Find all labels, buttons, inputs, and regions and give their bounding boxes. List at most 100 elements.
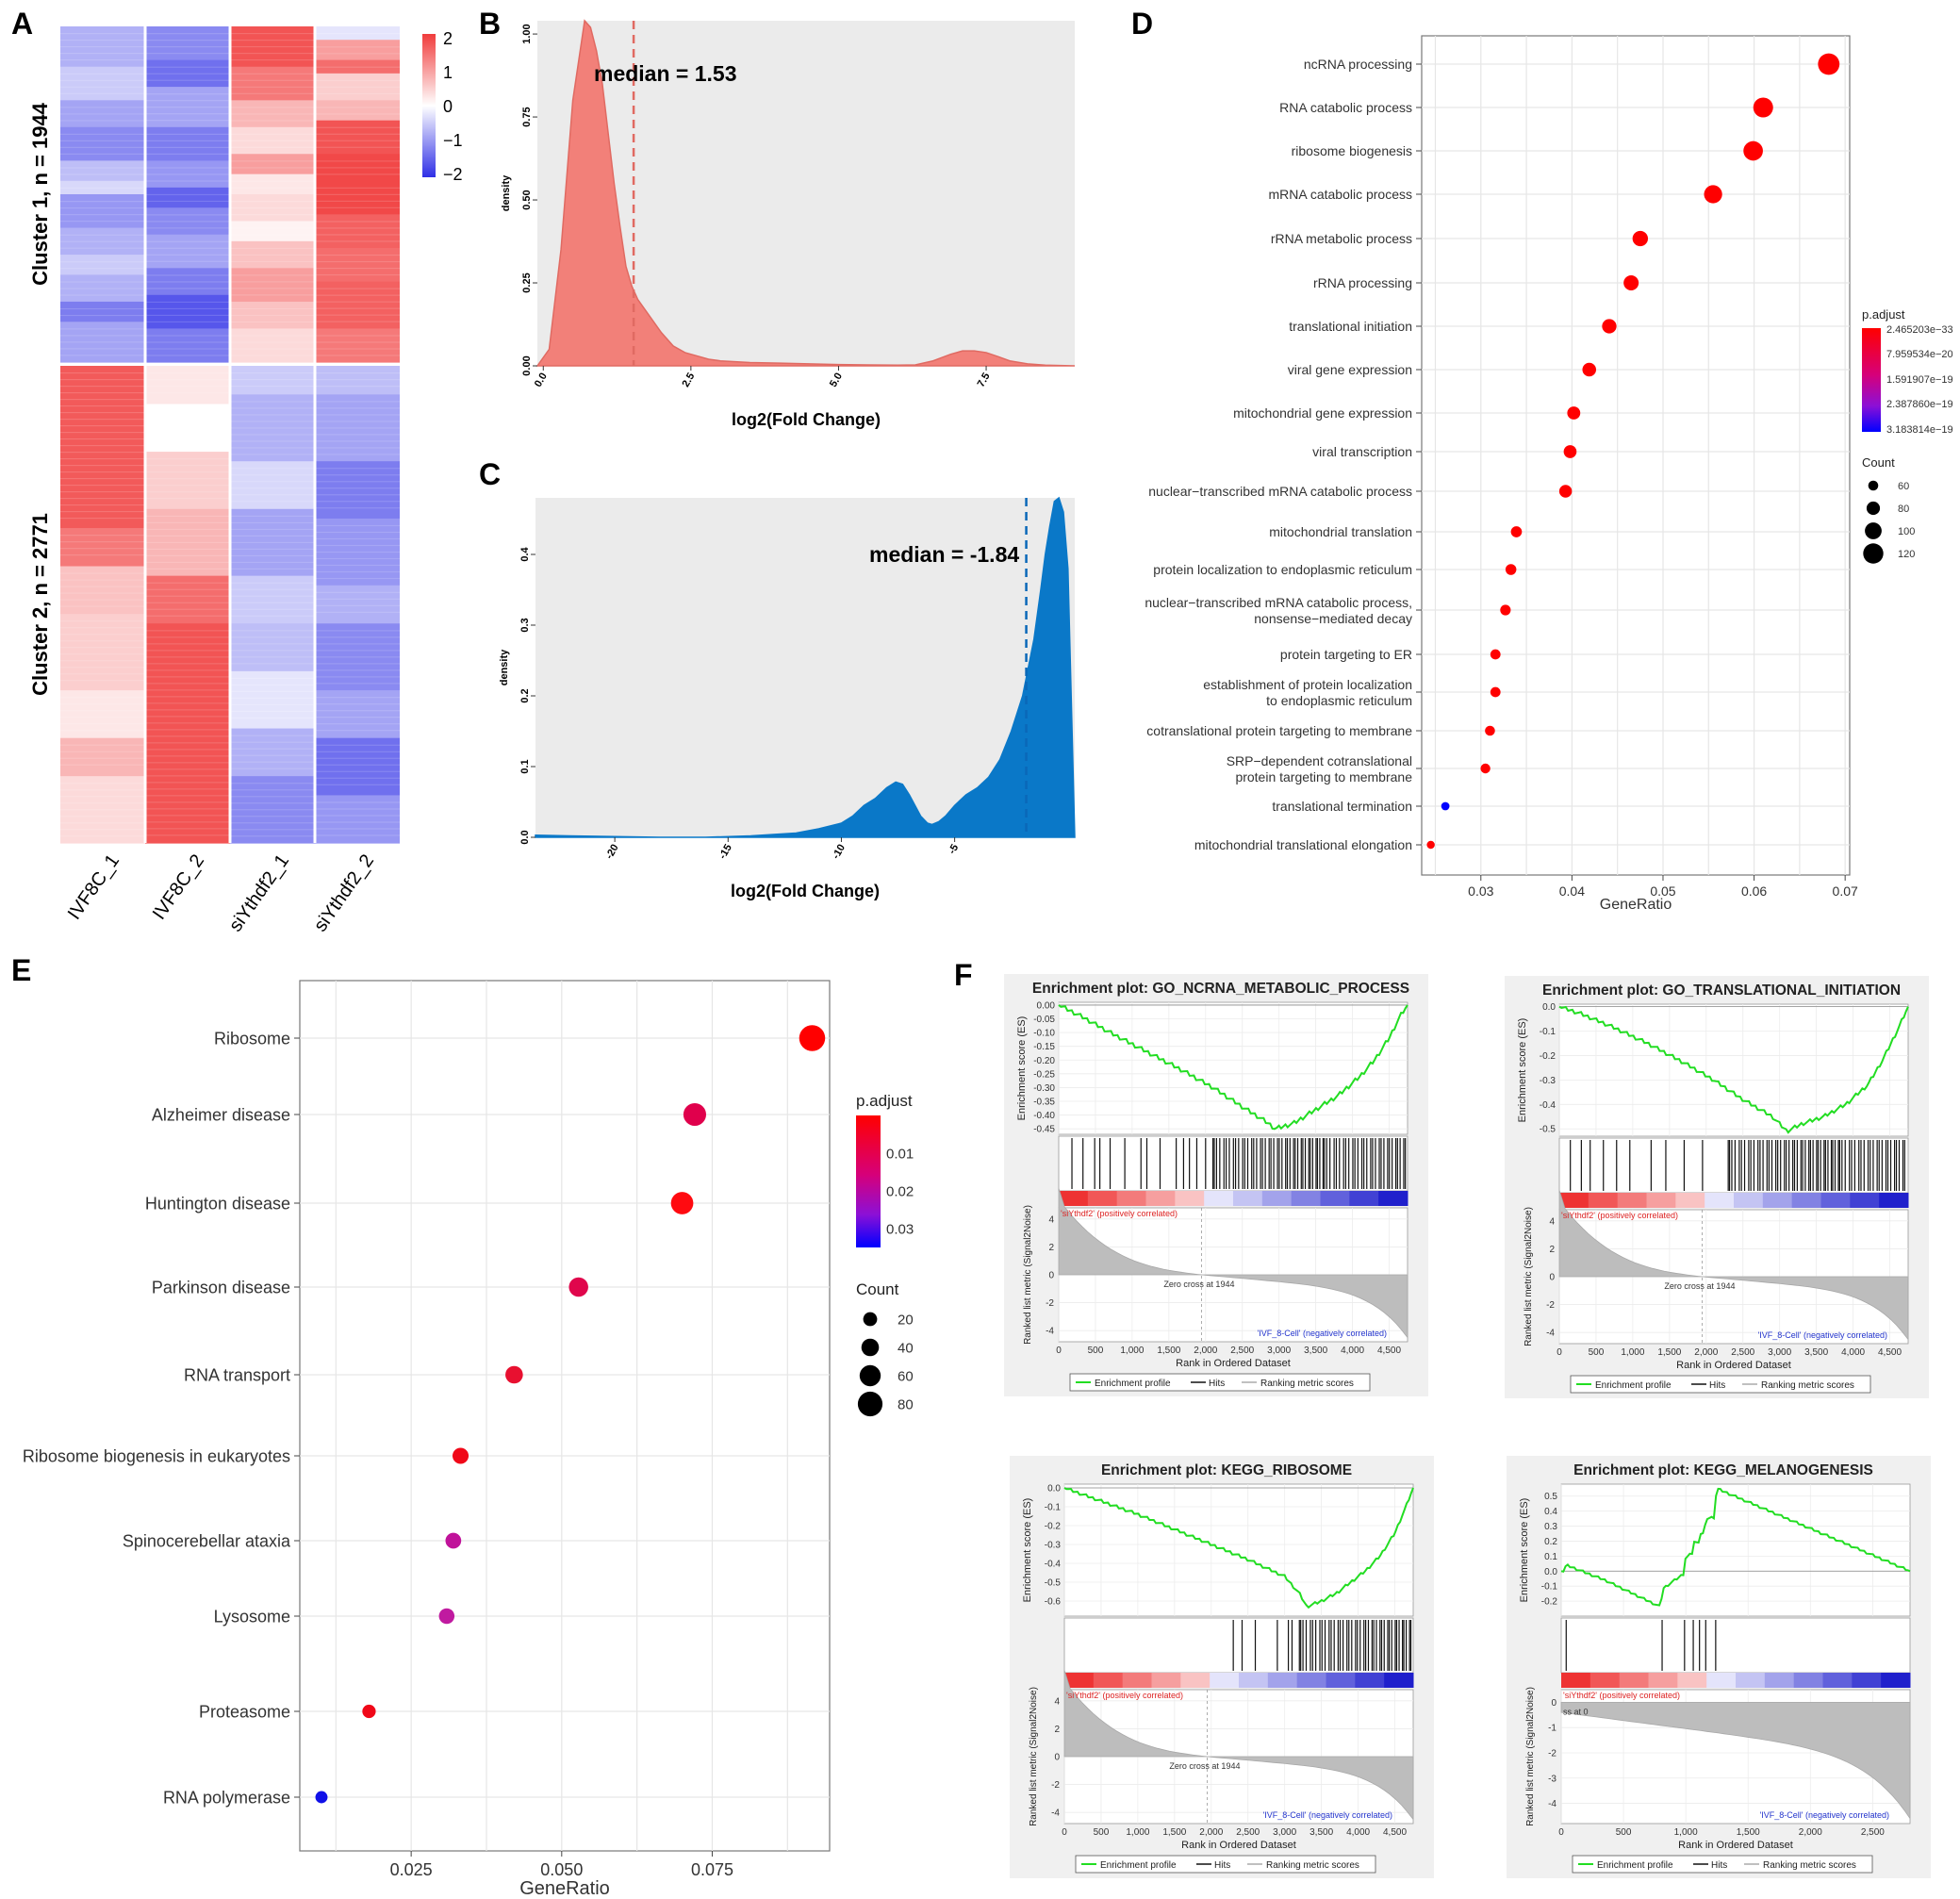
heatmap-cell-stripe	[60, 399, 145, 401]
color-legend-label: 0.02	[886, 1183, 914, 1199]
heatmap-cell-stripe	[315, 79, 400, 82]
density-area	[535, 496, 1076, 838]
heatmap-cell-stripe	[230, 294, 315, 296]
heatmap-cell-stripe	[315, 757, 400, 759]
y-tick-label: -0.30	[1033, 1083, 1055, 1094]
heatmap-cell-stripe	[145, 260, 230, 262]
heatmap-cell-stripe	[230, 710, 315, 713]
rank-color-segment	[1559, 1193, 1589, 1208]
x-tick-label: 0.050	[540, 1860, 583, 1879]
heatmap-cell-stripe	[230, 835, 315, 837]
legend-label: Ranking metric scores	[1260, 1379, 1354, 1389]
heatmap-cell	[145, 26, 230, 61]
heatmap-cell-stripe	[230, 809, 315, 811]
rank-color-segment	[1820, 1193, 1851, 1208]
data-point	[1563, 445, 1577, 458]
rank-color-segment	[1233, 1191, 1263, 1206]
heatmap-cell-stripe	[60, 809, 145, 811]
data-point	[315, 1791, 328, 1804]
heatmap-cell-stripe	[315, 260, 400, 263]
heatmap-cell-stripe	[145, 133, 230, 135]
heatmap-cell-stripe	[145, 386, 230, 388]
category-label: protein targeting to membrane	[1235, 769, 1412, 784]
category-label: rRNA metabolic process	[1271, 231, 1412, 246]
heatmap-cell-stripe	[230, 468, 315, 470]
y-tick-label: -0.3	[1045, 1541, 1062, 1551]
heatmap-cell-stripe	[60, 465, 145, 467]
y-tick-label: 0.25	[521, 272, 533, 292]
heatmap-cell	[145, 294, 230, 329]
heatmap-cell-stripe	[315, 770, 400, 772]
heatmap-cell-stripe	[145, 828, 230, 830]
heatmap-cell	[315, 585, 400, 624]
heatmap-cell-stripe	[145, 288, 230, 289]
rank-color-segment	[1180, 1673, 1211, 1688]
size-legend-label: 80	[898, 1396, 914, 1412]
zero-cross-label: Zero cross at 1944	[1169, 1761, 1240, 1771]
hits-panel	[1558, 1137, 1909, 1194]
heatmap-cell-stripe	[60, 789, 145, 791]
heatmap-cell-stripe	[315, 815, 400, 817]
plot-frame	[299, 980, 831, 1852]
heatmap-cell-stripe	[145, 749, 230, 751]
heatmap-cell	[145, 623, 230, 844]
rank-color-segment	[1116, 1191, 1146, 1206]
size-legend-label: 20	[898, 1312, 914, 1328]
heatmap-cell-stripe	[230, 214, 315, 216]
heatmap-cell-stripe	[230, 677, 315, 680]
heatmap-cell-stripe	[60, 822, 145, 824]
es-panel	[1058, 1001, 1408, 1135]
data-point	[683, 1102, 707, 1127]
heatmap-cell-stripe	[60, 201, 145, 203]
heatmap-cell-stripe	[230, 247, 315, 250]
heatmap-cell-stripe	[315, 307, 400, 309]
category-label: to endoplasmic reticulum	[1266, 693, 1412, 708]
y-tick-label: 0.0	[1047, 1484, 1061, 1494]
kegg-dotplot-e: Ribosome Alzheimer disease Huntington dise…	[23, 980, 914, 1899]
heatmap-cell	[145, 126, 230, 161]
x-tick-label: 1,500	[1657, 1347, 1681, 1358]
rank-color-segment	[1617, 1193, 1647, 1208]
category-label: viral transcription	[1312, 444, 1412, 459]
heatmap-cell-stripe	[230, 440, 315, 442]
heatmap-cell-stripe	[60, 432, 145, 434]
data-point	[445, 1532, 462, 1549]
gsea-legend-box	[1069, 1373, 1371, 1392]
heatmap-cell-stripe	[145, 458, 230, 460]
y-tick-label: -0.5	[1540, 1125, 1556, 1135]
heatmap-cell-stripe	[145, 696, 230, 698]
y-tick-label: 0.75	[521, 107, 533, 126]
heatmap-cell-stripe	[230, 515, 315, 517]
density-plot-b: median = 1.53 0.0 2.5 5.0 7.5 0.00 0.25 0.50 0.7…	[501, 19, 1076, 429]
heatmap-cell	[145, 234, 230, 269]
heatmap-cell-stripe	[60, 372, 145, 374]
median-annotation: median = 1.53	[594, 61, 737, 86]
heatmap-cell-stripe	[60, 187, 145, 189]
rank-color-segment	[1151, 1673, 1181, 1688]
metric-axis-title: Ranked list metric (Signal2Noise)	[1023, 1205, 1033, 1345]
heatmap-cell-stripe	[60, 535, 145, 537]
size-legend-dot	[859, 1364, 881, 1387]
heatmap-cell-stripe	[230, 379, 315, 381]
ranking-metric-area	[1560, 1702, 1911, 1820]
heatmap-cell-stripe	[60, 412, 145, 414]
heatmap-cell-stripe	[230, 53, 315, 55]
x-tick-label: 1,500	[1162, 1827, 1186, 1838]
data-point	[1743, 140, 1763, 161]
heatmap-cell	[60, 126, 145, 161]
heatmap-cell	[230, 173, 315, 195]
gsea-legend-box	[1075, 1855, 1376, 1874]
heatmap-cell-stripe	[60, 717, 145, 718]
category-label: rRNA processing	[1313, 275, 1412, 290]
heatmap-cell-stripe	[230, 630, 315, 632]
heatmap-cell-stripe	[315, 386, 400, 388]
heatmap-cell-stripe	[315, 126, 400, 128]
category-label: nonsense−mediated decay	[1254, 611, 1412, 626]
positive-label: 'siYthdf2' (positively correlated)	[1066, 1691, 1183, 1700]
heatmap-cell-stripe	[315, 481, 400, 483]
heatmap-cell-stripe	[230, 829, 315, 831]
heatmap-cell	[315, 737, 400, 796]
heatmap-column-label: IVF8C_2	[149, 850, 208, 923]
heatmap-cell-stripe	[145, 153, 230, 155]
gsea-title: Enrichment plot: GO_NCRNA_METABOLIC_PROC…	[1032, 981, 1409, 997]
